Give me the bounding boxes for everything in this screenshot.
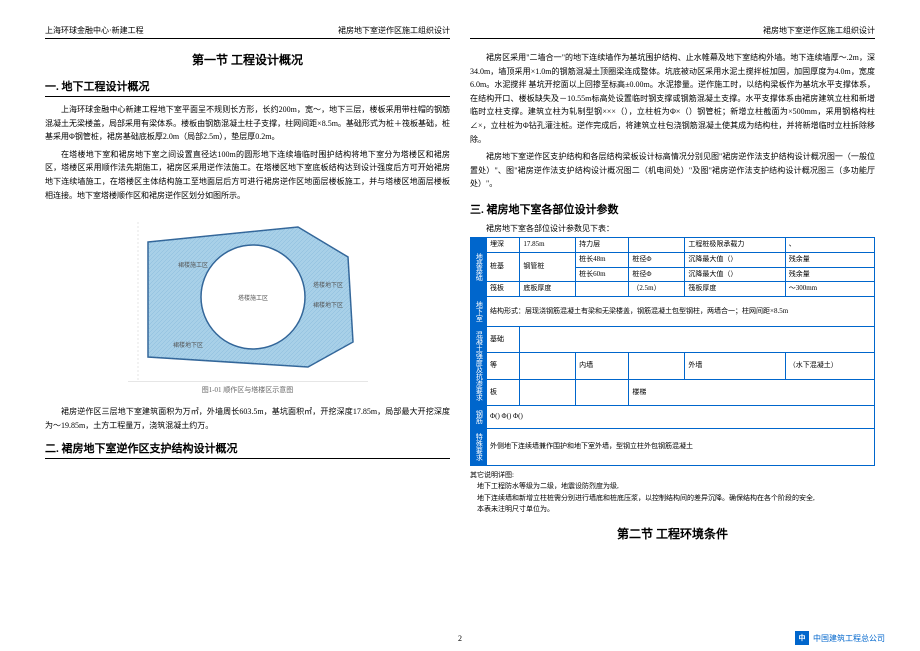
svg-text:裙楼施工区: 裙楼施工区 [178, 261, 208, 269]
hdr-right2: 裙房地下室逆作区施工组织设计 [763, 25, 875, 36]
page-number: 2 [458, 634, 462, 643]
p-1b: 裙房逆作区三层地下室建筑面积为万㎡，外墙周长603.5m，基坑面积㎡，开挖深度1… [45, 405, 450, 432]
svg-text:裙楼地下区: 裙楼地下区 [173, 341, 203, 349]
hdr-left: 上海环球金融中心·新建工程 [45, 25, 144, 36]
fig-caption: 图1-01 顺作区与塔楼区示意图 [45, 385, 450, 395]
p-2-1: 裙房区采用"二墙合一"的地下连续墙作为基坑围护结构、止水帷幕及地下室结构外墙。地… [470, 51, 875, 146]
tbl-intro: 裙房地下室各部位设计参数见下表： [470, 223, 875, 234]
h1-2: 二. 裙房地下室逆作区支护结构设计概况 [45, 440, 450, 459]
notes: 其它说明详图: 地下工程防水等级为二级，地震设防烈度为级, 地下连续墙和新增立柱… [470, 470, 875, 515]
section-title-2: 第二节 工程环境条件 [470, 525, 875, 542]
svg-text:塔楼施工区: 塔楼施工区 [238, 294, 268, 302]
p-2-2: 裙房地下室逆作区支护结构和各层结构梁板设计标高情况分别见图"裙房逆作法支护结构设… [470, 150, 875, 191]
p-1-1: 上海环球金融中心新建工程地下室平面呈不规则长方形，长约200m，宽～，地下三层，… [45, 103, 450, 144]
h2-3: 三. 裙房地下室各部位设计参数 [470, 201, 875, 217]
figure: 裙楼施工区 塔楼施工区 塔楼地下区 裙楼地下区 裙楼地下区 图1-01 顺作区与… [45, 212, 450, 395]
h1-1: 一. 地下工程设计概况 [45, 78, 450, 97]
section-title: 第一节 工程设计概况 [45, 51, 450, 68]
params-table: 地基基础埋深17.85m持力层工程桩极限承载力、 桩基钢管桩桩长48m桩径Φ沉降… [470, 237, 875, 466]
hdr-right: 裙房地下室逆作区施工组织设计 [338, 25, 450, 36]
company-logo: 中中国建筑工程总公司 [795, 631, 885, 645]
svg-text:塔楼地下区: 塔楼地下区 [313, 281, 343, 289]
svg-text:裙楼地下区: 裙楼地下区 [313, 301, 343, 309]
p-1-2: 在塔楼地下室和裙房地下室之间设置直径达100m的圆形地下连续墙临时围护结构将地下… [45, 148, 450, 202]
